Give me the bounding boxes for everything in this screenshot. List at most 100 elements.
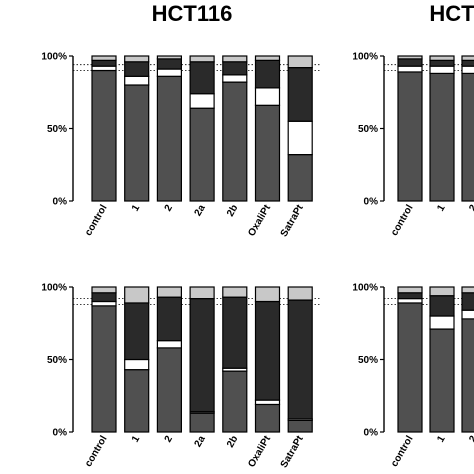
bar-segment (287, 154, 313, 202)
bar-segment (91, 59, 117, 67)
category-label: OxaliPt (246, 433, 273, 469)
bar-segment (124, 61, 150, 77)
bar-segment (124, 75, 150, 86)
y-tick-label: 50% (358, 355, 378, 366)
bar-segment (222, 81, 248, 202)
chart-panel-5: 100% 50% 0% control 1 2 (352, 283, 474, 469)
bar-segment (124, 369, 150, 433)
y-tick-label: 100% (41, 283, 67, 294)
bar-segment (461, 65, 474, 75)
bar-segment (461, 286, 474, 294)
bar-segment (461, 55, 474, 61)
bar-segment (461, 318, 474, 433)
bar-segment (287, 55, 313, 69)
bar-segment (124, 302, 150, 361)
chart-panel-1: 100% 50% 0% control 1 2 2a 2b OxaliPt SatraPt (41, 52, 321, 239)
bar-segment (156, 75, 182, 202)
y-tick-label: 50% (358, 124, 378, 135)
bar-segment (429, 72, 455, 202)
bar-segment (156, 340, 182, 349)
y-tick-label: 0% (364, 197, 379, 208)
bar-segment (429, 65, 455, 75)
bar-segment (397, 58, 423, 67)
bar-segment (91, 65, 117, 72)
bar-segment (397, 65, 423, 73)
category-label: 2a (193, 203, 208, 219)
y-tick-label: 50% (47, 124, 67, 135)
bar-segment (156, 286, 182, 298)
category-label: 2b (225, 203, 240, 219)
chart-panel-4: 100% 50% 0% control 1 2 2a 2b OxaliPt SatraPt (41, 283, 321, 470)
bar-segment (397, 302, 423, 433)
bar-segment (397, 292, 423, 300)
bar-segment (429, 286, 455, 297)
y-tick-label: 0% (364, 428, 379, 439)
category-label: control (389, 203, 416, 238)
bar-segment (254, 300, 281, 401)
bar-segment (397, 298, 423, 304)
category-label: 2 (467, 203, 474, 214)
bar-segment (91, 305, 117, 433)
bar-segment (287, 299, 313, 420)
bar-segment (397, 286, 423, 294)
bar-segment (461, 292, 474, 311)
category-label: control (389, 434, 416, 469)
bar-segment (189, 93, 215, 109)
bar-segment (222, 286, 248, 298)
panel-title-hct116: HCT116 (152, 1, 233, 26)
bar-segment (156, 55, 182, 60)
bar-segment (91, 286, 117, 294)
bar-segment (397, 71, 423, 202)
bar-segment (91, 292, 117, 303)
category-label: control (83, 434, 110, 469)
category-label: 2 (163, 203, 176, 214)
bar-segment (124, 84, 150, 202)
bar-segment (189, 61, 215, 95)
y-tick-label: 50% (47, 355, 67, 366)
bar-segment (429, 59, 455, 67)
bar-segment (91, 69, 117, 202)
bar-segment (189, 55, 215, 63)
category-label: control (83, 203, 110, 238)
chart-panels: 100%50%0%control 1 2 2a 2b OxaliPt SatraPt100%… (41, 52, 474, 470)
bar-segment (254, 399, 281, 406)
category-label: 1 (435, 203, 448, 214)
bar-segment (222, 61, 248, 76)
bar-segment (461, 309, 474, 320)
bar-segment (156, 296, 182, 342)
category-label: OxaliPt (246, 202, 273, 238)
category-label: SatraPt (279, 202, 306, 238)
y-tick-label: 0% (53, 197, 68, 208)
category-label: 2 (467, 434, 474, 445)
bar-segment (156, 58, 182, 70)
bar-segment (189, 298, 215, 413)
category-label: 2b (225, 434, 240, 450)
chart-panel-2: 100% 50% 0% control 1 2 (352, 52, 474, 238)
category-label: 2 (163, 434, 176, 445)
bar-segment (189, 107, 215, 202)
category-label: 1 (130, 434, 143, 445)
bar-segment (397, 55, 423, 60)
category-label: 1 (130, 203, 143, 214)
bar-segment (222, 370, 248, 433)
bar-segment (124, 358, 150, 371)
bar-segment (189, 286, 215, 300)
y-tick-label: 100% (352, 283, 378, 294)
bar-segment (287, 66, 313, 122)
bar-segment (91, 55, 117, 61)
bar-segment (254, 286, 281, 303)
bar-segment (189, 412, 215, 433)
category-label: 2a (193, 434, 208, 450)
bar-segment (91, 300, 117, 307)
bar-segment (429, 328, 455, 433)
bar-segment (461, 72, 474, 202)
bar-segment (429, 295, 455, 317)
bar-segment (287, 286, 313, 301)
panel-title-right: HCT (429, 1, 474, 26)
bar-segment (254, 403, 281, 433)
bar-segment (429, 55, 455, 61)
bar-segment (156, 347, 182, 433)
bar-segment (254, 87, 281, 106)
y-tick-label: 0% (53, 428, 68, 439)
